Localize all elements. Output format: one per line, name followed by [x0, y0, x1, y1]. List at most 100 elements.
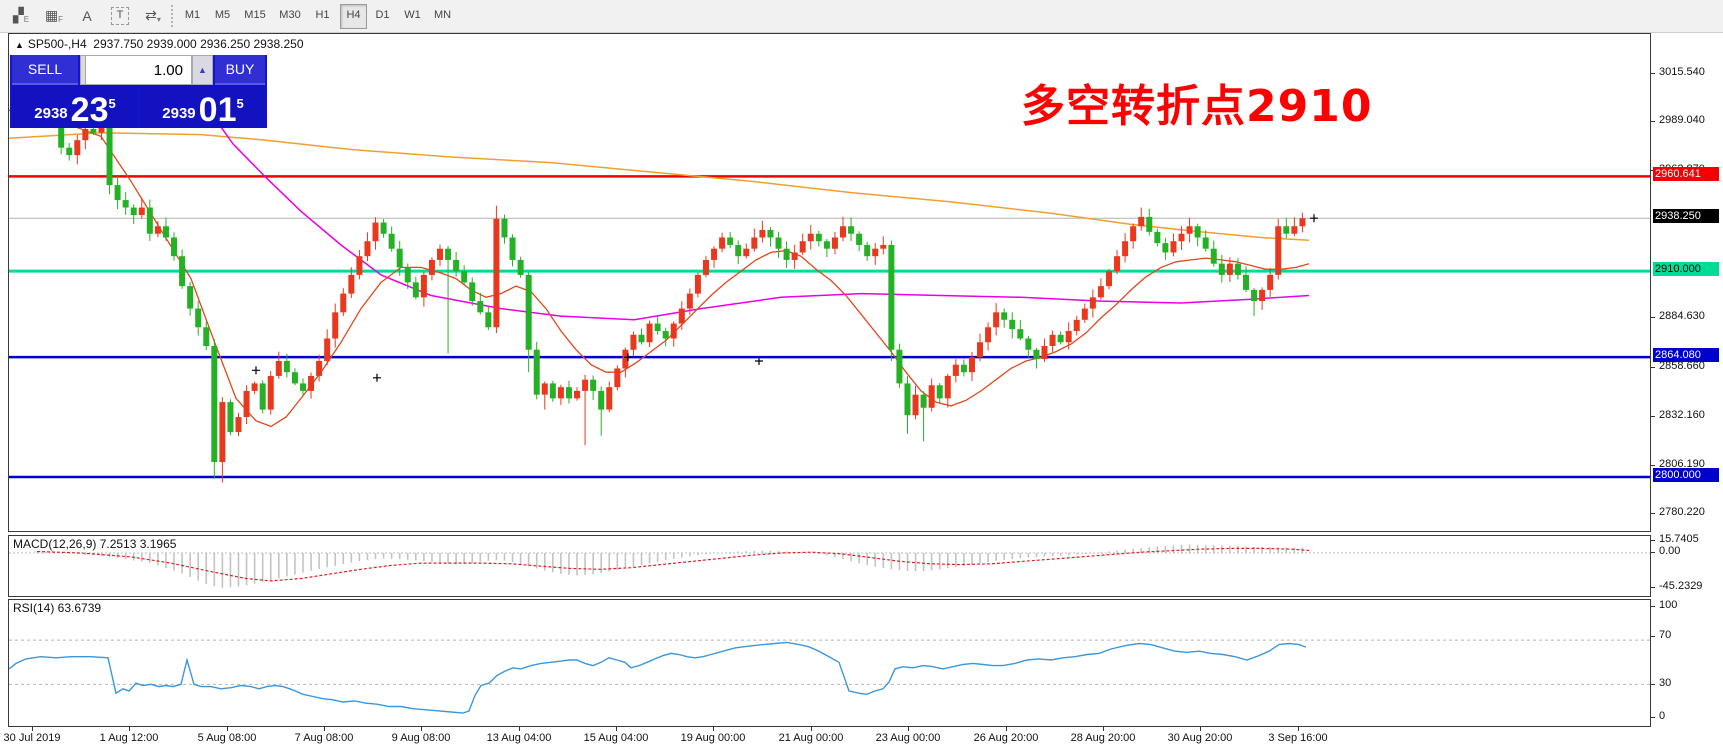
candle-body	[831, 237, 838, 249]
candle-body	[74, 140, 81, 156]
macd-signal-line	[36, 547, 1310, 582]
toolbar-drag-handle[interactable]	[171, 5, 176, 27]
time-tick: 21 Aug 00:00	[778, 732, 844, 744]
volume-increase-button[interactable]: ▲	[192, 55, 213, 85]
candle-body	[1114, 256, 1121, 272]
candle-body	[848, 226, 855, 234]
font-icon-glyph: A	[82, 7, 92, 24]
indicators-icon[interactable]: ▞ E	[6, 3, 36, 28]
trade-marker-cross	[624, 353, 632, 362]
sell-price-display[interactable]: 2938 23 5	[12, 85, 138, 128]
candle-body	[977, 342, 984, 358]
candle-body	[275, 360, 282, 376]
candle-body	[1073, 319, 1080, 332]
candle-body	[82, 128, 89, 141]
moving-average-ma_fast	[8, 109, 1310, 428]
buy-price-display[interactable]: 2939 01 5	[140, 85, 266, 128]
text-label-icon[interactable]: T	[105, 3, 135, 28]
sell-button[interactable]: SELL	[12, 55, 78, 85]
candle-body	[517, 259, 524, 275]
candle-body	[509, 237, 516, 260]
candle-body	[840, 226, 846, 238]
candle-body	[727, 237, 734, 245]
trade-marker-cross	[1310, 214, 1318, 223]
candle-body	[1275, 226, 1282, 275]
macd-panel[interactable]: MACD(12,26,9) 7.2513 3.1965	[8, 535, 1651, 597]
candle-body	[872, 248, 879, 257]
candle-body	[702, 259, 709, 275]
candle-body	[944, 375, 951, 399]
candle-body	[670, 323, 677, 339]
candle-body	[799, 241, 806, 253]
candle-body	[388, 233, 395, 249]
candle-body	[1105, 271, 1112, 287]
candle-body	[235, 417, 242, 433]
candle-body	[437, 248, 443, 260]
indicator-axis-tick: 70	[1659, 629, 1672, 641]
timeframe-M15[interactable]: M15	[244, 9, 266, 21]
candle-body	[420, 274, 427, 298]
candle-body	[960, 364, 967, 373]
caret-up-icon: ▲	[198, 65, 207, 75]
candle-body	[815, 233, 822, 242]
toolbar: ▞ E ▦ F A T ⇄ ▾ M1 M5 M15 M30 H1 H4 D1 W1 MN	[0, 0, 1723, 33]
font-icon[interactable]: A	[72, 3, 102, 28]
buy-button[interactable]: BUY	[215, 55, 265, 85]
candle-body	[993, 312, 1000, 328]
candle-body	[1283, 226, 1290, 234]
time-axis: 30 Jul 2019 1 Aug 12:00 5 Aug 08:00 7 Aug 0…	[4, 727, 1651, 747]
timeframe-M5[interactable]: M5	[214, 9, 231, 21]
candle-body	[743, 248, 750, 257]
candle-body	[1081, 308, 1088, 320]
timeframe-M30[interactable]: M30	[279, 9, 301, 21]
timeframe-H1[interactable]: H1	[315, 9, 330, 21]
candle-body	[162, 226, 169, 238]
candle-body	[251, 383, 258, 391]
arrange-windows-icon[interactable]: ⇄ ▾	[138, 3, 168, 28]
time-tick: 13 Aug 04:00	[486, 732, 552, 744]
timeframe-H4[interactable]: H4	[340, 4, 367, 29]
main-chart[interactable]: ▲ SP500-,H4 2937.750 2939.000 2936.250 29…	[8, 33, 1651, 532]
candlestick-chart[interactable]	[8, 34, 1650, 531]
volume-input[interactable]	[85, 55, 192, 85]
candle-body	[340, 293, 347, 313]
candle-body	[952, 364, 959, 376]
timeframe-W1[interactable]: W1	[404, 9, 421, 21]
candle-body	[598, 390, 605, 410]
candle-body	[775, 237, 782, 249]
candle-body	[582, 379, 589, 391]
price-axis: 3015.5402989.0402962.8702884.6302858.660…	[1651, 33, 1723, 747]
candle-body	[1130, 226, 1137, 242]
candle-body	[396, 248, 403, 268]
candle-body	[565, 387, 572, 399]
collapse-arrow-icon[interactable]: ▲	[15, 40, 24, 50]
candle-body	[1049, 334, 1056, 346]
candle-body	[541, 383, 548, 395]
candle-body	[1210, 248, 1217, 264]
buy-price-sup: 5	[236, 96, 244, 111]
candle-body	[1009, 319, 1016, 330]
time-tick: 15 Aug 04:00	[583, 732, 649, 744]
candle-body	[1146, 216, 1153, 232]
candle-body	[525, 274, 532, 350]
candle-body	[606, 387, 613, 410]
sell-price-sup: 5	[108, 96, 116, 111]
grid-icon[interactable]: ▦ F	[39, 3, 69, 28]
timeframe-MN[interactable]: MN	[433, 9, 452, 21]
ohlc-values: 2937.750 2939.000 2936.250 2938.250	[93, 37, 304, 51]
indicator-axis-tick: -45.2329	[1659, 580, 1703, 592]
candle-body	[154, 226, 161, 234]
time-tick: 26 Aug 20:00	[973, 732, 1039, 744]
rsi-panel[interactable]: RSI(14) 63.6739	[8, 599, 1651, 727]
candle-body	[719, 237, 726, 249]
candle-body	[1138, 216, 1145, 227]
candle-body	[445, 248, 452, 260]
candle-body	[356, 256, 363, 275]
candle-body	[1243, 274, 1249, 290]
time-tick: 3 Sep 16:00	[1268, 732, 1328, 744]
timeframe-D1[interactable]: D1	[375, 9, 390, 21]
candle-body	[90, 128, 97, 133]
timeframe-M1[interactable]: M1	[184, 9, 201, 21]
candle-body	[856, 233, 863, 245]
candle-body	[227, 402, 234, 433]
